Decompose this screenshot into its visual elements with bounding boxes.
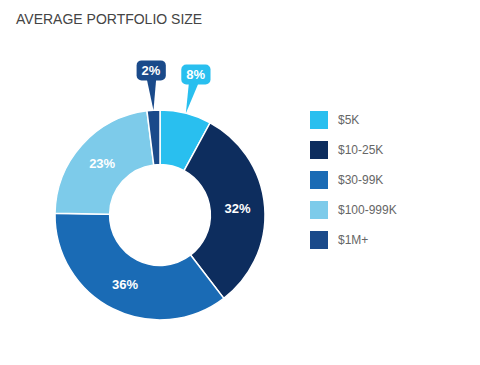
- data-label: 32%: [224, 201, 250, 216]
- data-label: 2%: [142, 63, 161, 78]
- legend-label: $5K: [338, 113, 359, 127]
- legend-swatch: [310, 231, 328, 249]
- legend-label: $100-999K: [338, 203, 397, 217]
- data-label: 8%: [186, 67, 205, 82]
- slices: [55, 110, 265, 320]
- chart: AVERAGE PORTFOLIO SIZE 8% 32% 36% 23% 2% $5K $1…: [0, 0, 480, 365]
- legend-swatch: [310, 171, 328, 189]
- callout-box: [137, 60, 166, 80]
- slice: [55, 111, 154, 214]
- data-labels: 8% 32% 36% 23% 2%: [89, 60, 251, 292]
- legend-label: $30-99K: [338, 173, 383, 187]
- title: AVERAGE PORTFOLIO SIZE: [16, 11, 202, 27]
- callout-box: [181, 65, 210, 85]
- legend-swatch: [310, 111, 328, 129]
- legend: $5K $10-25K $30-99K $100-999K $1M+: [310, 111, 397, 249]
- legend-label: $10-25K: [338, 143, 383, 157]
- callout: 2%: [137, 60, 166, 110]
- slice: [55, 213, 224, 320]
- callout: 8%: [181, 65, 210, 114]
- legend-label: $1M+: [338, 233, 368, 247]
- slice: [147, 110, 160, 165]
- legend-swatch: [310, 201, 328, 219]
- data-label: 36%: [112, 277, 138, 292]
- legend-swatch: [310, 141, 328, 159]
- data-label: 23%: [89, 156, 115, 171]
- plot: 8% 32% 36% 23% 2%: [55, 60, 265, 320]
